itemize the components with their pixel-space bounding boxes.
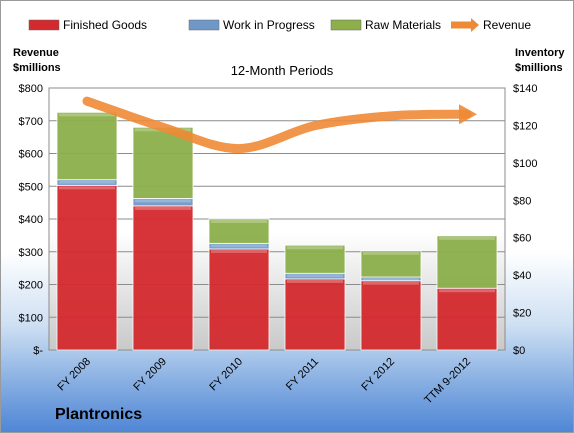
legend-swatch-raw-materials	[330, 19, 362, 31]
bar-highlight	[135, 206, 191, 210]
bar-highlight	[363, 278, 419, 281]
bar-highlight	[287, 279, 343, 283]
bar-highlight	[287, 246, 343, 250]
right-tick-label: $80	[513, 195, 531, 207]
legend-label: Finished Goods	[63, 18, 147, 32]
legend-swatch-finished-goods	[28, 19, 60, 31]
right-tick-label: $140	[513, 83, 537, 95]
bar-raw-materials	[208, 218, 270, 244]
bar-highlight	[59, 113, 115, 117]
left-axis-title-line2: $millions	[13, 62, 61, 74]
bar-highlight	[439, 289, 495, 293]
left-axis: $- $100 $200 $300 $400 $500 $600 $700 $800	[19, 83, 44, 357]
right-axis: $0 $20 $40 $60 $80 $100 $120 $140	[513, 83, 537, 357]
x-tick-label: FY 2010	[207, 356, 245, 394]
right-tick-label: $120	[513, 120, 537, 132]
x-tick-label: FY 2012	[359, 356, 397, 394]
bar-highlight	[439, 236, 495, 240]
x-tick-label: TTM 9-2012	[422, 356, 473, 407]
left-tick-label: $500	[19, 181, 43, 193]
left-tick-label: $100	[19, 312, 43, 324]
left-tick-label: $200	[19, 280, 43, 292]
bar-highlight	[211, 249, 267, 253]
bar-finished-goods	[56, 184, 118, 351]
right-tick-label: $0	[513, 345, 525, 357]
x-tick-label: FY 2011	[284, 356, 321, 393]
gridlines	[49, 87, 505, 318]
bar-finished-goods	[360, 280, 422, 351]
left-tick-label: $-	[33, 345, 43, 357]
x-axis: FY 2008 FY 2009 FY 2010 FY 2011 FY 2012 TTM 9…	[55, 356, 473, 407]
bar-highlight	[287, 274, 343, 278]
left-tick-label: $400	[19, 214, 43, 226]
chart-title: 12-Month Periods	[231, 63, 334, 78]
left-axis-title-line1: Revenue	[13, 47, 59, 59]
bar-finished-goods	[436, 287, 498, 351]
bar-finished-goods	[208, 248, 270, 351]
bar-raw-materials	[284, 244, 346, 274]
right-tick-label: $20	[513, 308, 531, 320]
right-tick-label: $60	[513, 233, 531, 245]
bar-highlight	[211, 220, 267, 223]
bar-raw-materials	[436, 235, 498, 289]
legend-swatch-work-in-progress	[188, 19, 220, 31]
legend-label: Raw Materials	[365, 18, 441, 32]
left-tick-label: $600	[19, 149, 43, 161]
bar-highlight	[59, 180, 115, 184]
right-axis-title-line2: $millions	[515, 62, 563, 74]
company-name: Plantronics	[55, 406, 143, 423]
x-tick-label: FY 2009	[131, 356, 169, 394]
bar-highlight	[363, 251, 419, 255]
revenue-line	[82, 96, 477, 154]
revenue-arrowhead	[459, 104, 477, 125]
legend-label: Work in Progress	[223, 18, 315, 32]
x-tick-label: FY 2008	[55, 356, 93, 394]
right-tick-label: $40	[513, 270, 531, 282]
bar-highlight	[59, 186, 115, 190]
bar-finished-goods	[132, 205, 194, 351]
bar-raw-materials	[56, 111, 118, 181]
bar-raw-materials	[360, 250, 422, 278]
bar-highlight	[135, 199, 191, 203]
bar-stacks	[56, 111, 498, 351]
left-tick-label: $300	[19, 247, 43, 259]
bar-highlight	[211, 244, 267, 248]
left-tick-label: $800	[19, 83, 43, 95]
legend: Finished Goods Work in Progress Raw Materi…	[28, 18, 531, 32]
right-tick-label: $100	[513, 158, 537, 170]
left-tick-label: $700	[19, 116, 43, 128]
legend-label: Revenue	[483, 18, 531, 32]
bar-highlight	[363, 281, 419, 285]
revenue-curve	[82, 96, 472, 154]
right-axis-title-line1: Inventory	[515, 47, 565, 59]
legend-swatch-arrow	[471, 18, 479, 32]
bar-finished-goods	[284, 278, 346, 351]
